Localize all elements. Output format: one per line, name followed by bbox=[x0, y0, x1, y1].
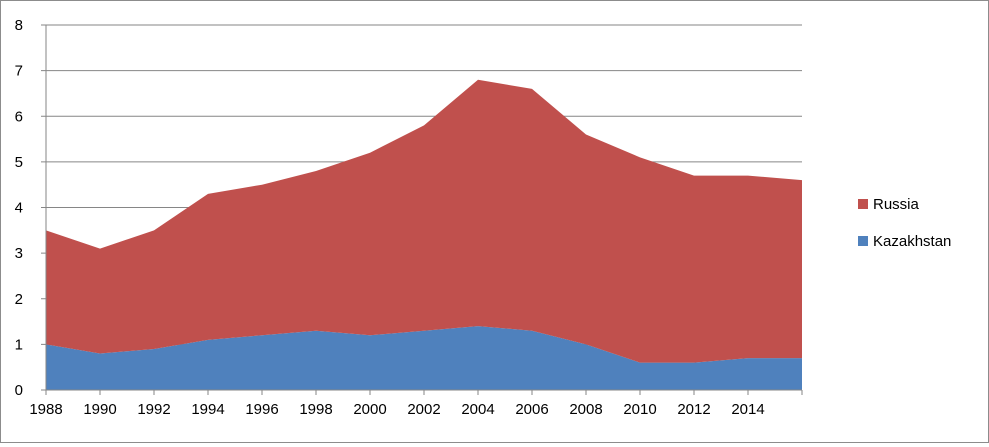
x-tick-label: 2002 bbox=[407, 401, 440, 418]
y-tick-label: 3 bbox=[15, 245, 23, 262]
y-tick-label: 0 bbox=[15, 382, 23, 399]
y-tick-label: 2 bbox=[15, 291, 23, 308]
area-kazakhstan bbox=[46, 326, 802, 390]
y-tick-label: 5 bbox=[15, 154, 23, 171]
x-tick-label: 1990 bbox=[83, 401, 116, 418]
y-tick-label: 8 bbox=[15, 17, 23, 34]
y-tick-label: 7 bbox=[15, 63, 23, 80]
x-tick-label: 2006 bbox=[515, 401, 548, 418]
y-axis-ticks: 0 1 2 3 4 5 6 7 8 bbox=[15, 17, 46, 399]
area-russia bbox=[46, 79, 802, 363]
series-areas bbox=[46, 79, 802, 390]
x-tick-label: 2008 bbox=[569, 401, 602, 418]
x-axis-ticks: 1988 1990 1992 1994 1996 1998 2000 2002 2004 2006… bbox=[29, 390, 803, 418]
x-tick-label: 1988 bbox=[29, 401, 62, 418]
x-tick-label: 2010 bbox=[623, 401, 656, 418]
legend: Russia Kazakhstan bbox=[858, 196, 951, 250]
y-tick-label: 6 bbox=[15, 108, 23, 125]
x-tick-label: 1994 bbox=[191, 401, 224, 418]
x-tick-label: 2000 bbox=[353, 401, 386, 418]
x-tick-label: 2004 bbox=[461, 401, 494, 418]
legend-swatch-russia bbox=[858, 199, 868, 209]
x-tick-label: 2012 bbox=[677, 401, 710, 418]
x-tick-label: 1992 bbox=[137, 401, 170, 418]
x-tick-label: 2014 bbox=[731, 401, 764, 418]
x-tick-label: 1998 bbox=[299, 401, 332, 418]
legend-swatch-kazakhstan bbox=[858, 236, 868, 246]
legend-label-russia: Russia bbox=[873, 196, 920, 213]
y-tick-label: 1 bbox=[15, 336, 23, 353]
x-tick-label: 1996 bbox=[245, 401, 278, 418]
y-tick-label: 4 bbox=[15, 200, 23, 217]
legend-label-kazakhstan: Kazakhstan bbox=[873, 233, 951, 250]
